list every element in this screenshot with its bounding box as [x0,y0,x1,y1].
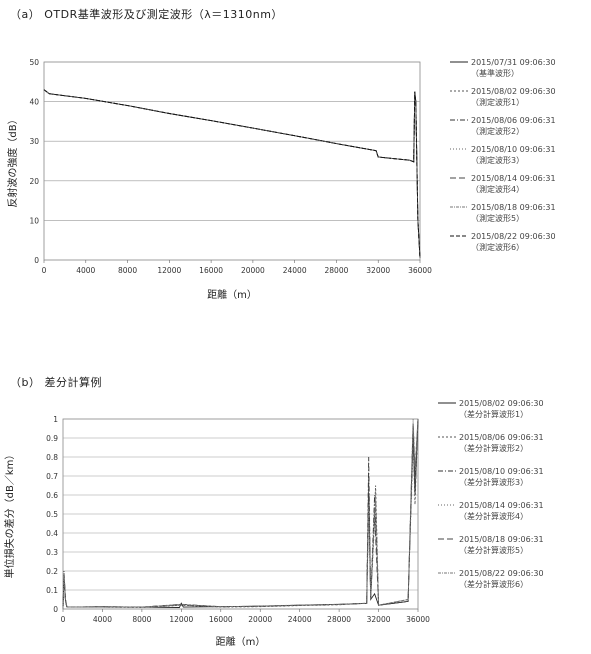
y-tick-label: 30 [29,137,39,146]
y-tick-label: 0.7 [46,472,58,481]
x-tick-label: 24000 [283,266,307,275]
y-tick-label: 0.8 [46,453,58,462]
legend-label-2: 2015/08/02 09:06:30（測定波形1） [471,87,556,107]
legend-label-5: 2015/08/18 09:06:31（差分計算波形5） [459,535,544,555]
legend-label-6: 2015/08/18 09:06:31（測定波形5） [471,203,556,223]
x-tick-label: 12000 [157,266,181,275]
y-axis-title: 単位損失の差分（dB／km） [3,450,16,579]
x-tick-label: 36000 [406,615,430,624]
y-tick-label: 0 [53,605,58,614]
y-tick-label: 0.2 [46,567,58,576]
x-tick-label: 16000 [199,266,223,275]
x-tick-label: 28000 [327,615,351,624]
x-tick-label: 32000 [367,615,391,624]
x-tick-label: 24000 [288,615,312,624]
legend-label-3: 2015/08/06 09:06:31（測定波形2） [471,116,556,136]
x-tick-label: 4000 [76,266,95,275]
y-tick-label: 0.1 [46,586,58,595]
legend-label-3: 2015/08/10 09:06:31（差分計算波形3） [459,467,544,487]
legend-label-2: 2015/08/06 09:06:31（差分計算波形2） [459,433,544,453]
legend-label-6: 2015/08/22 09:06:30（差分計算波形6） [459,569,544,589]
legend-label-7: 2015/08/22 09:06:30（測定波形6） [471,232,556,252]
y-tick-label: 20 [29,177,39,186]
legend-label-1: 2015/07/31 09:06:30（基準波形） [471,58,556,78]
x-tick-label: 28000 [325,266,349,275]
x-tick-label: 32000 [366,266,390,275]
y-tick-label: 50 [29,58,39,67]
x-tick-label: 8000 [118,266,137,275]
x-tick-label: 16000 [209,615,233,624]
x-axis-title: 距離（m） [216,635,266,648]
legend-label-4: 2015/08/14 09:06:31（差分計算波形4） [459,501,544,521]
x-tick-label: 20000 [248,615,272,624]
y-tick-label: 0 [34,256,39,265]
y-tick-label: 0.6 [46,491,58,500]
y-tick-label: 10 [29,216,39,225]
plot-area-a [44,62,420,260]
x-tick-label: 20000 [241,266,265,275]
x-axis-title: 距離（m） [207,288,257,301]
y-tick-label: 0.4 [46,529,58,538]
y-tick-label: 1 [53,415,58,424]
y-tick-label: 40 [29,98,39,107]
y-tick-label: 0.9 [46,434,58,443]
x-tick-label: 12000 [169,615,193,624]
y-tick-label: 0.3 [46,548,58,557]
legend-label-5: 2015/08/14 09:06:31（測定波形4） [471,174,556,194]
x-tick-label: 36000 [408,266,432,275]
x-tick-label: 0 [42,266,47,275]
legend-label-4: 2015/08/10 09:06:31（測定波形3） [471,145,556,165]
x-tick-label: 8000 [132,615,151,624]
y-axis-title: 反射波の強度（dB） [6,114,19,207]
legend-label-1: 2015/08/02 09:06:30（差分計算波形1） [459,399,544,419]
x-tick-label: 4000 [93,615,112,624]
x-tick-label: 0 [61,615,66,624]
y-tick-label: 0.5 [46,510,58,519]
